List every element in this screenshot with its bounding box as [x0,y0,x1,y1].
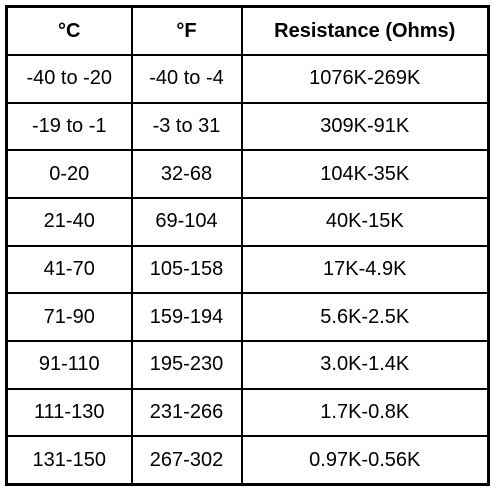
table-cell: 1076K-269K [240,54,490,104]
table-row: 21-40 69-104 40K-15K [5,196,490,247]
table-body: -40 to -20 -40 to -4 1076K-269K -19 to -1 -3… [5,54,490,486]
table-row: 91-110 195-230 3.0K-1.4K [5,339,490,390]
table-cell: 40K-15K [240,196,490,247]
table-cell: -3 to 31 [130,101,243,152]
table-cell: -19 to -1 [5,101,133,152]
table-cell: 131-150 [5,435,133,486]
table-cell: 41-70 [5,244,133,295]
table-cell: 309K-91K [240,101,490,152]
table-row: 131-150 267-302 0.97K-0.56K [5,435,490,486]
table-cell: 69-104 [130,196,243,247]
table-cell: 71-90 [5,292,133,342]
table-cell: 0-20 [5,149,133,199]
table-cell: 17K-4.9K [240,244,490,295]
table-row: 111-130 231-266 1.7K-0.8K [5,387,490,438]
table-row: 0-20 32-68 104K-35K [5,149,490,199]
table-cell: 5.6K-2.5K [240,292,490,342]
table-header: °C °F Resistance (Ohms) [5,5,490,56]
resistance-table: °C °F Resistance (Ohms) -40 to -20 -40 to -… [5,5,490,486]
table-cell: 91-110 [5,339,133,390]
header-row: °C °F Resistance (Ohms) [5,5,490,56]
table-cell: 231-266 [130,387,243,438]
table-cell: 267-302 [130,435,243,486]
table-cell: 1.7K-0.8K [240,387,490,438]
table-cell: 159-194 [130,292,243,342]
table-cell: 0.97K-0.56K [240,435,490,486]
table-cell: 3.0K-1.4K [240,339,490,390]
table-row: -19 to -1 -3 to 31 309K-91K [5,101,490,152]
table-cell: -40 to -20 [5,54,133,104]
table-cell: 105-158 [130,244,243,295]
table-cell: 32-68 [130,149,243,199]
table-cell: -40 to -4 [130,54,243,104]
table-row: -40 to -20 -40 to -4 1076K-269K [5,54,490,104]
table-cell: 195-230 [130,339,243,390]
table-row: 71-90 159-194 5.6K-2.5K [5,292,490,342]
table-cell: 111-130 [5,387,133,438]
header-cell: °C [5,5,133,56]
header-cell: °F [130,5,243,56]
table-cell: 104K-35K [240,149,490,199]
table-row: 41-70 105-158 17K-4.9K [5,244,490,295]
header-cell: Resistance (Ohms) [240,5,490,56]
table-cell: 21-40 [5,196,133,247]
